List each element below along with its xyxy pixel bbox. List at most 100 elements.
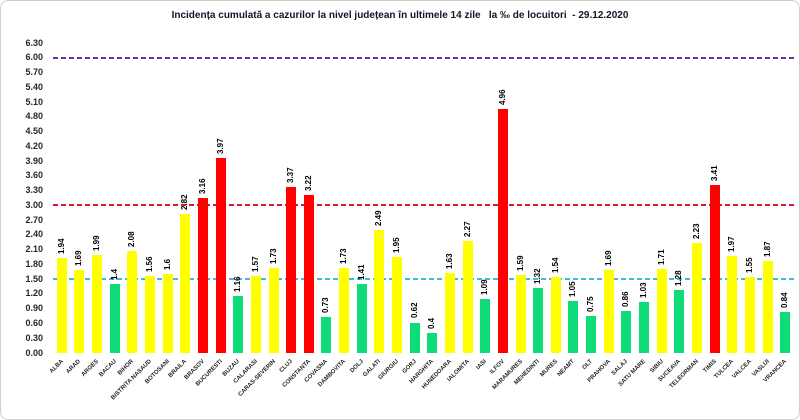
bar-value-label: 2.27 [462, 221, 472, 238]
chart-title: Incidența cumulată a cazurilor la nivel … [171, 10, 629, 21]
bar-value-label: 0.4 [427, 318, 437, 330]
bar-teleorman [691, 243, 702, 353]
y-axis-tick-label: 1.80 [25, 258, 43, 269]
plot-area: 1.94 ALBA 1.69 ARAD 1.99 ARGES 1.4 BACAU 2.08 BIH… [49, 43, 794, 401]
y-axis-tick-label: 3.60 [25, 170, 43, 181]
bar-buzau [233, 295, 244, 353]
y-axis-tick-label: 1.20 [25, 288, 43, 299]
bar-value-label: 1.41 [356, 264, 366, 280]
bar-ilfov [497, 108, 508, 353]
bar-vaslui [762, 260, 773, 353]
bar-value-label: 1.57 [250, 256, 260, 272]
bar-value-label: 1.73 [268, 248, 278, 264]
bar-value-label: 3.37 [286, 167, 296, 184]
bar-iasi [480, 299, 491, 353]
bar-valcea [744, 276, 755, 353]
bar-neamt [568, 301, 579, 353]
y-axis-tick-label: 4.20 [25, 140, 43, 151]
y-axis-tick-label: 4.80 [25, 111, 43, 122]
bar-arges [92, 255, 103, 353]
bar-brasov [197, 197, 208, 353]
bar-galati [374, 230, 385, 353]
bar-mures [550, 277, 561, 353]
bar-value-label: 1.95 [392, 237, 402, 254]
y-axis-tick-label: 2.40 [25, 229, 43, 240]
bar-prahova [603, 269, 614, 353]
bar-value-label: 0.84 [780, 292, 790, 308]
bar-arad [74, 269, 85, 353]
y-axis-tick-label: 0.90 [25, 303, 43, 314]
bar-botosani [162, 274, 173, 353]
bar-value-label: 2.23 [691, 223, 701, 240]
y-axis-tick-label: 2.70 [25, 214, 43, 225]
y-axis-tick-label: 6.00 [25, 52, 43, 63]
bar-value-label: 1.71 [656, 249, 666, 265]
bar-bucuresti [215, 157, 226, 353]
y-axis-tick-label: 2.10 [25, 244, 43, 255]
bar-value-label: 1.32 [533, 268, 543, 285]
bar-dambovita [339, 267, 350, 353]
bar-harghita [427, 333, 438, 353]
bar-suceava [674, 290, 685, 353]
bar-caras-severin [268, 267, 279, 353]
bar-value-label: 1.73 [339, 248, 349, 264]
bar-value-label: 3.16 [197, 177, 207, 194]
bar-value-label: 1.6 [162, 259, 172, 271]
bar-ialomita [462, 241, 473, 353]
bar-value-label: 1.69 [603, 250, 613, 266]
bar-value-label: 2.49 [374, 210, 384, 227]
bar-constanta [303, 194, 314, 353]
bar-value-label: 1.99 [92, 235, 102, 252]
y-axis-tick-label: 6.30 [25, 37, 43, 48]
bar-bihor [127, 250, 138, 353]
y-axis-tick-label: 0.30 [25, 332, 43, 343]
bar-value-label: 1.69 [74, 250, 84, 266]
bar-value-label: 2.08 [127, 231, 137, 247]
bar-value-label: 3.22 [303, 174, 313, 191]
bar-mehedinti [533, 288, 544, 353]
bar-maramures [515, 274, 526, 353]
bar-value-label: 1.59 [515, 255, 525, 271]
bar-hunedoara [444, 272, 455, 353]
bar-giurgiu [392, 257, 403, 353]
bar-value-label: 1.09 [480, 279, 490, 296]
bar-satu-mare [639, 302, 650, 353]
bar-value-label: 4.96 [497, 89, 507, 105]
bar-value-label: 1.05 [568, 281, 578, 298]
bar-bacau [109, 284, 120, 353]
bar-dolj [356, 283, 367, 353]
bar-gorj [409, 322, 420, 353]
bar-value-label: 0.62 [409, 302, 419, 319]
y-axis-tick-label: 4.50 [25, 126, 43, 137]
bar-cluj [286, 187, 297, 353]
bar-value-label: 1.87 [762, 241, 772, 257]
bar-braila [180, 214, 191, 353]
bar-salaj [621, 310, 632, 353]
bar-value-label: 0.75 [586, 296, 596, 313]
bar-value-label: 3.41 [709, 165, 719, 182]
y-axis-tick-label: 3.90 [25, 155, 43, 166]
bar-value-label: 1.4 [109, 268, 119, 281]
bar-value-label: 1.55 [744, 257, 754, 273]
y-axis-tick-label: 3.30 [25, 185, 43, 196]
bar-value-label: 1.54 [550, 257, 560, 274]
reference-line-6 [53, 56, 794, 59]
bar-value-label: 1.63 [444, 253, 454, 269]
y-axis-tick-label: 5.70 [25, 67, 43, 78]
y-axis-tick-label: 5.10 [25, 96, 43, 107]
bar-value-label: 1.03 [639, 282, 649, 299]
bar-value-label: 1.56 [145, 256, 155, 273]
bar-tulcea [727, 256, 738, 353]
bar-value-label: 1.16 [233, 276, 243, 292]
bar-value-label: 3.97 [215, 138, 225, 154]
bar-olt [586, 316, 597, 353]
bar-value-label: 1.28 [674, 270, 684, 287]
bar-bistrita-nasaud [145, 276, 156, 353]
bar-covasna [321, 317, 332, 353]
bar-calarasi [250, 275, 261, 353]
y-axis-tick-label: 5.40 [25, 81, 43, 92]
bar-value-label: 0.73 [321, 297, 331, 314]
reference-line-3 [53, 204, 794, 207]
bar-sibiu [656, 268, 667, 353]
